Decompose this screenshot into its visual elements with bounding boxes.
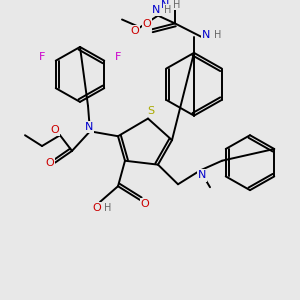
Text: O: O	[51, 125, 59, 135]
Text: O: O	[141, 199, 149, 209]
Text: N: N	[152, 5, 160, 15]
Text: H: H	[164, 5, 172, 15]
Text: O: O	[46, 158, 54, 168]
Text: H: H	[173, 0, 181, 10]
Text: O: O	[93, 203, 101, 213]
Text: O: O	[141, 199, 149, 209]
Text: S: S	[147, 106, 155, 116]
Text: N: N	[161, 0, 169, 10]
Text: H: H	[214, 30, 222, 40]
Text: H: H	[104, 203, 112, 213]
Text: F: F	[115, 52, 122, 62]
Text: N: N	[198, 170, 206, 180]
Text: N: N	[202, 30, 210, 40]
Text: O: O	[130, 26, 140, 36]
Text: H: H	[104, 203, 112, 213]
Text: H: H	[164, 5, 172, 15]
Text: N: N	[85, 122, 93, 132]
Text: O: O	[93, 203, 101, 213]
Text: O: O	[51, 125, 59, 135]
Text: F: F	[115, 52, 122, 62]
Text: S: S	[147, 106, 155, 116]
Text: O: O	[46, 158, 54, 168]
Text: O: O	[142, 20, 152, 29]
Text: O: O	[130, 26, 140, 36]
Text: O: O	[142, 20, 152, 29]
Text: F: F	[39, 52, 45, 62]
Text: N: N	[85, 122, 93, 132]
Text: N: N	[152, 5, 160, 15]
Text: N: N	[202, 30, 210, 40]
Text: N: N	[198, 170, 206, 180]
Text: F: F	[39, 52, 45, 62]
Text: H: H	[214, 30, 222, 40]
